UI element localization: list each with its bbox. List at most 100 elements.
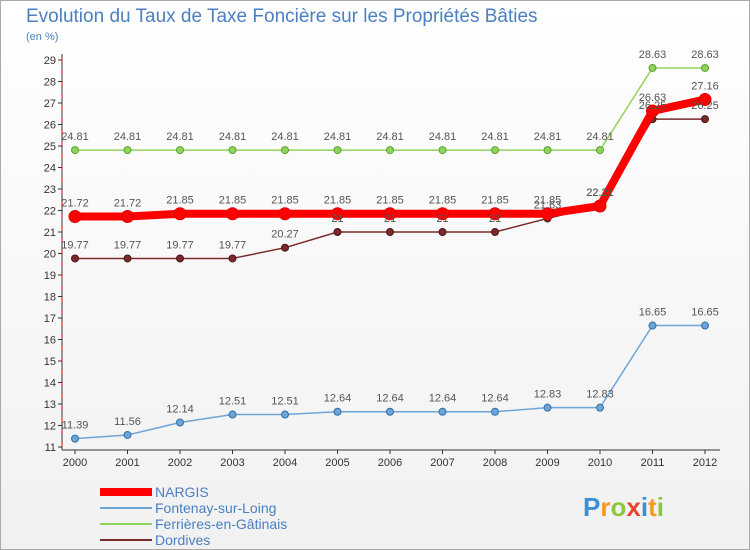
data-label: 21.85: [219, 195, 247, 207]
data-label: 24.81: [61, 131, 89, 143]
chart-subtitle: (en %): [26, 31, 58, 43]
data-label: 27.16: [691, 81, 719, 93]
data-label: 24.81: [166, 131, 194, 143]
data-point: [648, 321, 657, 330]
data-point: [176, 254, 184, 263]
data-label: 20.27: [271, 229, 299, 241]
data-label: 24.81: [429, 131, 457, 143]
data-label: 24.81: [376, 131, 404, 143]
y-tick-label: 14: [44, 378, 56, 390]
data-point: [488, 207, 502, 221]
data-point: [228, 146, 237, 155]
series-line-1: [74, 324, 705, 440]
data-label: 12.64: [481, 393, 509, 405]
data-point: [646, 104, 659, 118]
data-point: [123, 254, 132, 263]
data-point: [701, 115, 709, 124]
data-point: [386, 146, 394, 155]
data-point: [68, 210, 82, 224]
y-tick-label: 20: [44, 249, 56, 261]
legend-label: Ferrières-en-Gâtinais: [155, 516, 287, 532]
proxiti-logo: Proxiti: [583, 492, 664, 522]
data-label: 21.85: [376, 195, 404, 207]
data-point: [228, 254, 237, 263]
data-point: [123, 430, 132, 439]
logo-letter: t: [648, 492, 657, 522]
data-point: [698, 93, 712, 107]
data-label: 21.72: [61, 198, 89, 210]
data-point: [541, 207, 554, 221]
data-point: [71, 434, 79, 443]
logo-letter: o: [610, 492, 626, 522]
data-point: [648, 63, 657, 72]
data-label: 21: [331, 213, 343, 225]
data-label: 21.85: [481, 195, 509, 207]
data-label: 24.81: [324, 131, 352, 143]
data-label: 26.63: [639, 92, 667, 104]
data-label: 21.85: [324, 195, 352, 207]
x-tick-label: 2009: [535, 457, 559, 469]
data-point: [331, 207, 344, 221]
data-label: 12.51: [271, 396, 299, 408]
data-label: 28.63: [639, 49, 667, 61]
data-label: 21: [489, 213, 501, 225]
y-tick-label: 23: [44, 184, 56, 196]
data-point: [596, 146, 604, 155]
data-label: 22.21: [586, 187, 614, 199]
data-point: [173, 207, 187, 221]
data-label: 19.77: [219, 239, 247, 251]
data-label: 12.64: [324, 393, 352, 405]
y-tick-label: 17: [44, 313, 56, 325]
data-label: 12.83: [534, 389, 562, 401]
data-point: [438, 407, 447, 416]
x-tick-label: 2010: [588, 457, 612, 469]
x-tick-label: 2007: [430, 457, 454, 469]
data-point: [701, 63, 709, 72]
data-point: [281, 146, 289, 155]
x-tick-label: 2001: [115, 457, 139, 469]
data-label: 24.81: [534, 131, 562, 143]
x-tick-label: 2008: [483, 457, 507, 469]
data-label: 22.21: [586, 187, 614, 199]
data-label: 21: [384, 213, 396, 225]
logo-letter: i: [641, 492, 648, 522]
data-label: 12.64: [429, 393, 457, 405]
data-point: [701, 321, 709, 330]
data-point: [176, 146, 184, 155]
data-point: [123, 146, 132, 155]
data-label: 16.65: [639, 307, 667, 319]
data-label: 19.77: [114, 239, 142, 251]
data-point: [71, 254, 79, 263]
data-point: [543, 403, 552, 412]
data-point: [121, 210, 134, 224]
legend-label: NARGIS: [155, 484, 209, 500]
y-tick-label: 26: [44, 120, 56, 132]
y-tick-label: 18: [44, 292, 56, 304]
y-tick-label: 25: [44, 141, 56, 153]
y-tick-label: 11: [45, 442, 56, 454]
y-tick-label: 28: [44, 77, 56, 89]
data-point: [278, 207, 292, 221]
y-tick-label: 19: [44, 270, 56, 282]
x-tick-label: 2003: [220, 457, 244, 469]
logo-letter: i: [657, 492, 664, 522]
x-tick-label: 2004: [273, 457, 297, 469]
data-point: [491, 146, 499, 155]
data-label: 21: [436, 213, 448, 225]
y-tick-label: 27: [44, 98, 56, 110]
data-label: 12.14: [166, 403, 194, 415]
data-point: [386, 407, 394, 416]
data-label: 21.85: [429, 195, 457, 207]
y-tick-label: 22: [44, 206, 56, 218]
logo-letter: P: [583, 492, 600, 522]
data-point: [281, 243, 289, 252]
logo-letter: r: [600, 492, 610, 522]
y-tick-label: 15: [44, 356, 56, 368]
data-label: 12.64: [376, 393, 404, 405]
data-point: [176, 418, 184, 427]
data-point: [383, 207, 397, 221]
data-point: [226, 207, 239, 221]
data-label: 12.83: [586, 389, 614, 401]
data-label: 16.65: [691, 307, 719, 319]
